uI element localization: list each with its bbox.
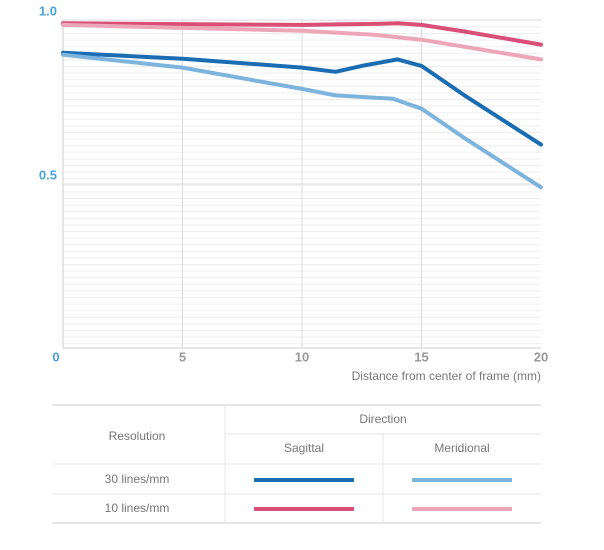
row-label: 30 lines/mm xyxy=(105,472,170,486)
y-tick-label: 0.5 xyxy=(39,167,57,182)
x-tick-label: 0 xyxy=(52,349,59,364)
row-header: Resolution xyxy=(109,429,166,443)
x-tick-label: 15 xyxy=(414,349,428,364)
series-line xyxy=(61,21,543,47)
x-tick-label: 20 xyxy=(534,349,548,364)
x-tick-label: 5 xyxy=(179,349,186,364)
x-tick-label: 10 xyxy=(295,349,309,364)
column-label: Sagittal xyxy=(284,441,324,455)
series-line xyxy=(61,50,543,147)
column-header: Direction xyxy=(359,412,406,426)
x-axis-label: Distance from center of frame (mm) xyxy=(352,369,541,383)
series-line xyxy=(61,52,543,190)
series-line xyxy=(61,22,543,62)
column-label: Meridional xyxy=(434,441,489,455)
y-tick-label: 1.0 xyxy=(39,3,57,18)
row-label: 10 lines/mm xyxy=(105,501,170,515)
